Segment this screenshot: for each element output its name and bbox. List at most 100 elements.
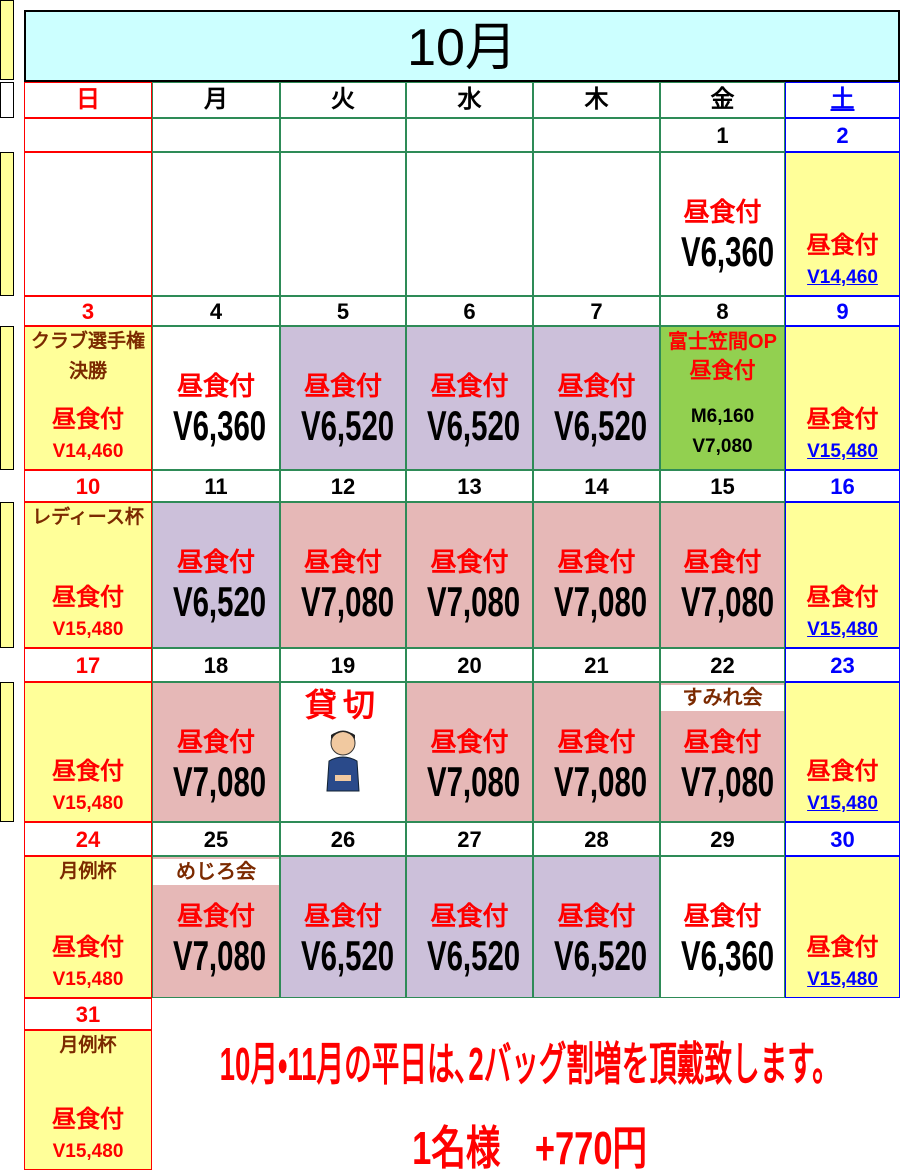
notice: 10月・11月の平日は､2バッグ割増を頂戴致します。 1名様 +770円	[160, 1030, 900, 1170]
meal: 昼食付	[52, 758, 124, 785]
price-wrap: V6,520	[407, 933, 532, 979]
date-cell: 6	[406, 296, 533, 326]
price-wrap: V6,520	[534, 933, 659, 979]
weekday: 日	[76, 86, 100, 113]
weekday: 金	[710, 86, 735, 113]
note: 月例杯	[59, 861, 117, 882]
price: V6,520	[426, 402, 521, 449]
price: V7,080	[426, 758, 521, 805]
price: V6,520	[553, 932, 648, 979]
price: V15,480	[52, 619, 124, 640]
date: 29	[710, 827, 735, 852]
date-cell	[24, 118, 152, 152]
price: V15,480	[807, 619, 878, 640]
note: 貸切	[304, 687, 381, 723]
date-cell: 24	[24, 822, 152, 856]
day-cell: 月例杯 昼食付 V15,480	[24, 856, 152, 998]
price-wrap: V7,080	[153, 933, 279, 979]
date-cell: 23	[785, 648, 900, 682]
date: 26	[330, 827, 356, 852]
date-cell: 13	[406, 470, 533, 502]
person-svg	[326, 730, 360, 792]
meal: 昼食付	[683, 197, 762, 227]
date: 31	[75, 1002, 101, 1027]
date-cell: 29	[660, 822, 785, 856]
day-cell: 昼食付 V15,480	[785, 502, 900, 648]
date: 28	[584, 827, 609, 852]
meal: 昼食付	[176, 901, 255, 931]
day-cell: 富士笠間OP 昼食付 M6,160 V7,080	[660, 326, 785, 470]
day-cell: 昼食付 V14,460	[785, 152, 900, 296]
weekday-cell: 水	[406, 82, 533, 118]
meal: 昼食付	[806, 406, 879, 433]
prev-strip	[0, 82, 14, 118]
day-cell: クラブ選手権 決勝 昼食付 V14,460	[24, 326, 152, 470]
date-cell	[406, 118, 533, 152]
date: 24	[75, 827, 101, 852]
price: V7,080	[300, 578, 395, 625]
price-wrap: V6,520	[534, 403, 659, 449]
date-cell: 20	[406, 648, 533, 682]
meal: 昼食付	[176, 371, 255, 401]
price-wrap: V6,360	[153, 403, 279, 449]
date-cell	[280, 118, 406, 152]
day-cell: 昼食付 V6,520	[406, 326, 533, 470]
note: レディース杯	[32, 507, 144, 528]
day-cell	[24, 152, 152, 296]
day-cell: 昼食付 V6,520	[280, 326, 406, 470]
note: めじろ会	[153, 859, 279, 885]
price: V15,480	[807, 441, 878, 462]
price: V6,520	[172, 578, 267, 625]
meal: 昼食付	[806, 584, 879, 611]
day-cell	[406, 152, 533, 296]
date: 15	[710, 474, 735, 499]
price: V15,480	[52, 793, 124, 814]
prev-strip	[0, 326, 14, 470]
date: 6	[463, 299, 476, 324]
date-cell: 11	[152, 470, 280, 502]
day-cell: 昼食付 V7,080	[280, 502, 406, 648]
date: 10	[75, 474, 101, 499]
notice-line: 10月・11月の平日は､2バッグ割増を頂戴致します。	[219, 1038, 841, 1090]
price: V7,080	[680, 578, 775, 625]
date-cell: 18	[152, 648, 280, 682]
weekday: 水	[457, 86, 482, 113]
meal: 昼食付	[689, 358, 756, 383]
day-cell: 月例杯 昼食付 V15,480	[24, 1030, 152, 1170]
meal: 昼食付	[557, 901, 636, 931]
date: 4	[209, 299, 223, 324]
date: 18	[203, 653, 229, 678]
date: 14	[584, 474, 609, 499]
date: 16	[830, 474, 855, 499]
price: V14,460	[807, 267, 878, 288]
price: V7,080	[680, 758, 775, 805]
date-cell: 25	[152, 822, 280, 856]
meal: 昼食付	[806, 232, 879, 259]
day-cell: 昼食付 V6,360	[660, 152, 785, 296]
date: 11	[204, 474, 228, 499]
date: 20	[457, 653, 482, 678]
date-cell: 4	[152, 296, 280, 326]
date: 5	[336, 299, 350, 324]
meal: 昼食付	[52, 1106, 124, 1133]
hair	[331, 731, 355, 739]
weekday-cell: 金	[660, 82, 785, 118]
meal: 昼食付	[52, 406, 124, 433]
date-cell: 8	[660, 296, 785, 326]
price: V15,480	[807, 793, 878, 814]
day-cell: 昼食付 V6,520	[280, 856, 406, 998]
note: 富士笠間OP	[668, 331, 777, 353]
date: 17	[75, 653, 101, 678]
price: V7,080	[692, 436, 753, 457]
date: 21	[584, 653, 609, 678]
day-cell: 昼食付 V7,080	[406, 502, 533, 648]
meal: 昼食付	[683, 901, 762, 931]
date: 9	[836, 299, 849, 324]
date-cell: 10	[24, 470, 152, 502]
weekday-cell: 月	[152, 82, 280, 118]
weekday-cell: 日	[24, 82, 152, 118]
weekday: 木	[584, 86, 609, 113]
date: 8	[716, 299, 729, 324]
